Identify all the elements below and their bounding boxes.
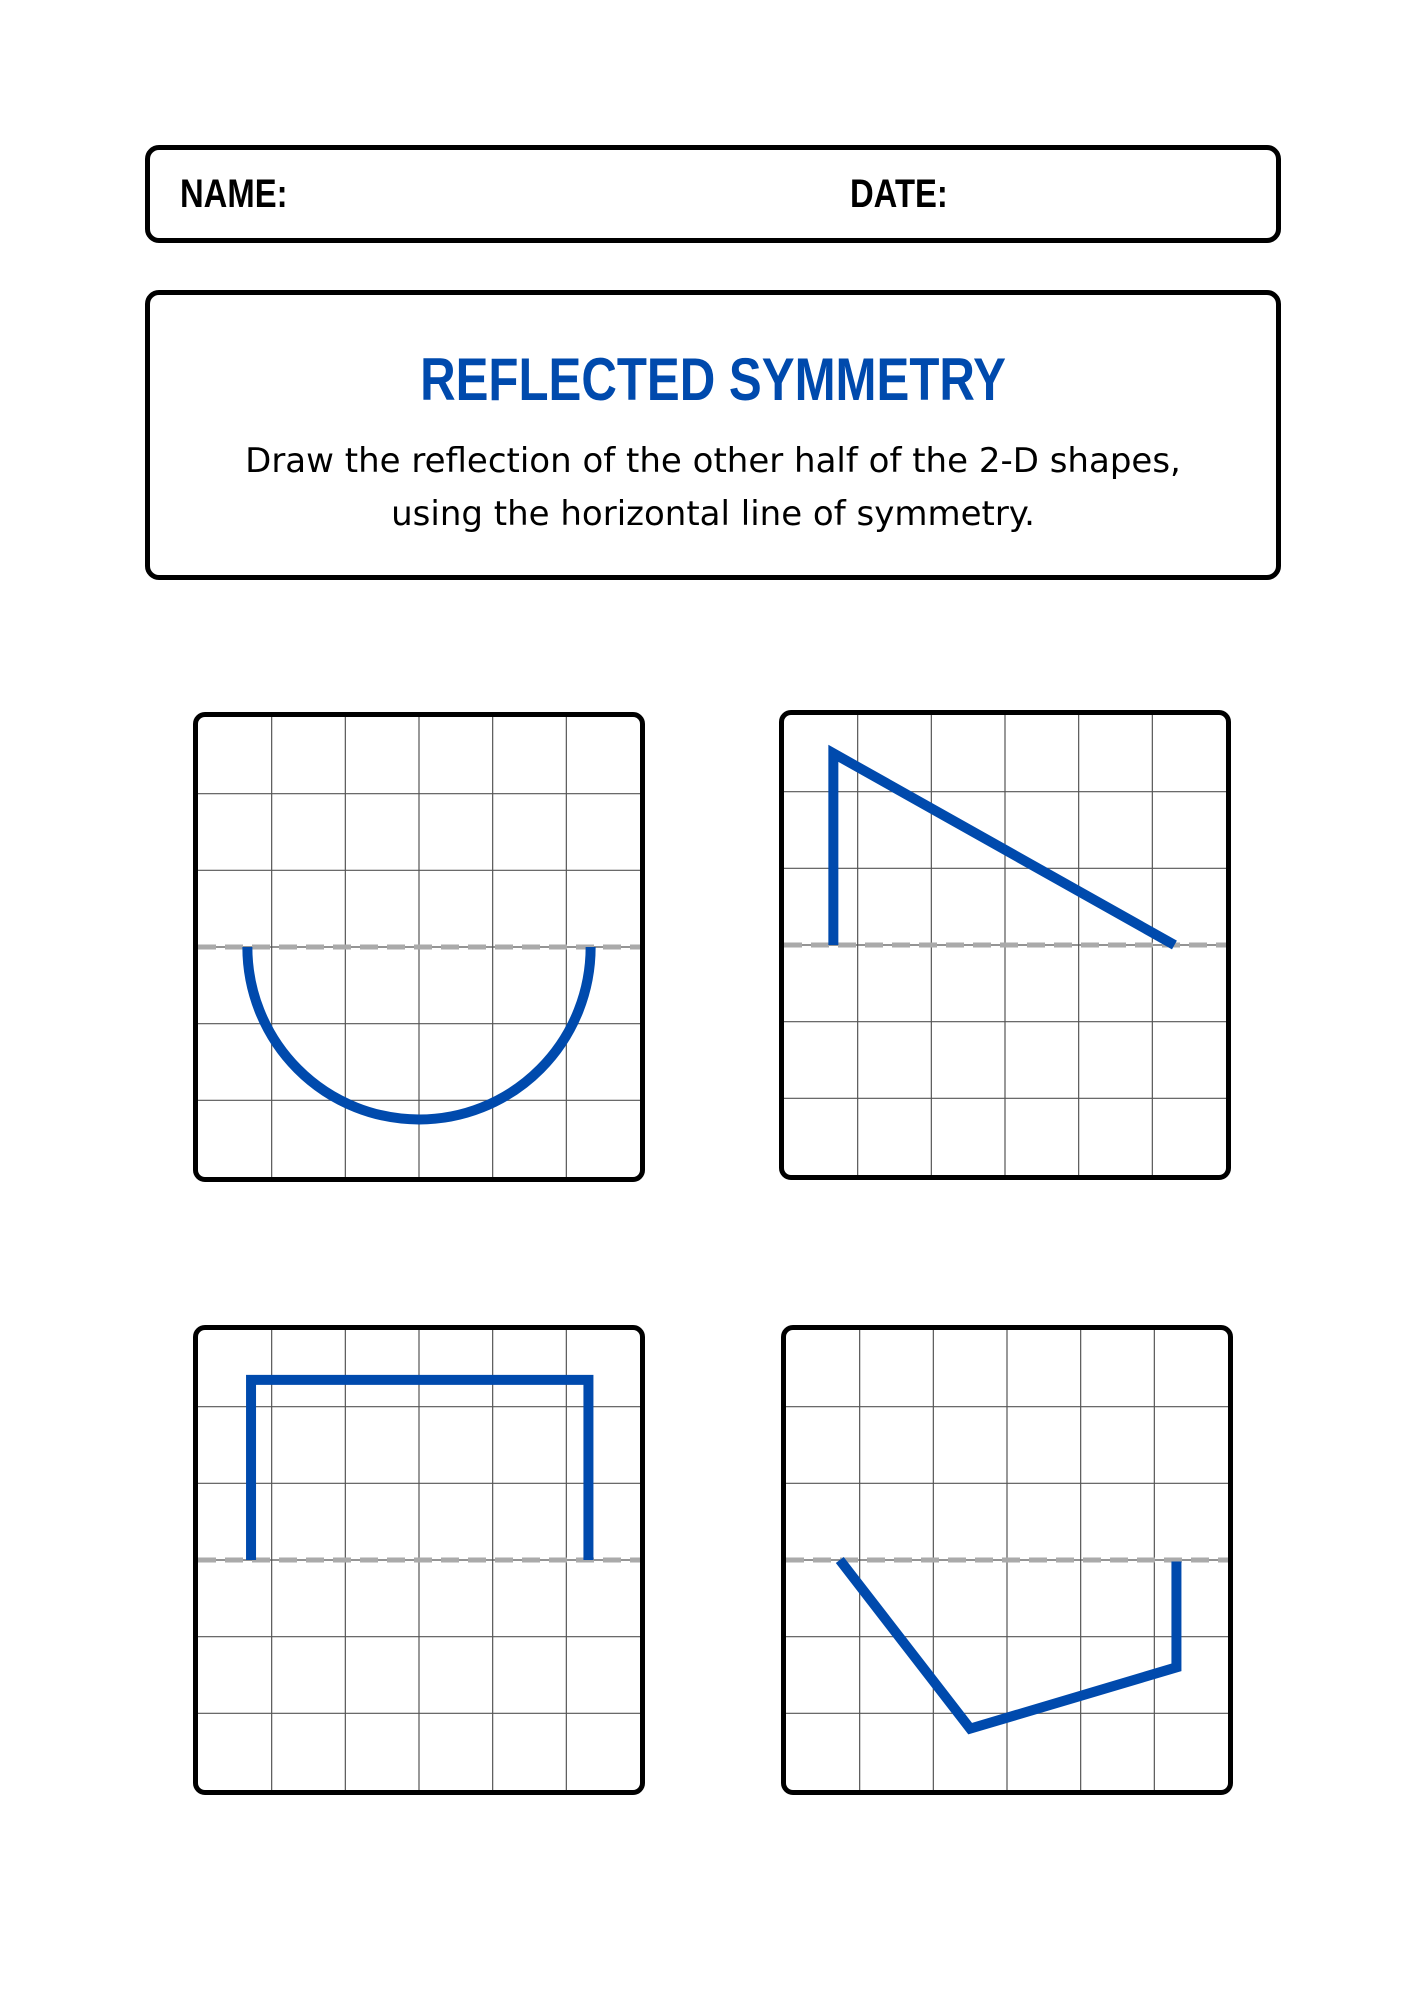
grid-triangle[interactable] [779,710,1231,1180]
grid-semicircle[interactable] [193,712,645,1182]
shape-triangle [833,753,1174,945]
name-label: NAME: [180,172,288,216]
grid-1-canvas [198,717,640,1177]
grid-polygon[interactable] [781,1325,1233,1795]
grid-lines [198,1330,640,1790]
page-title: REFLECTED SYMMETRY [420,346,1006,413]
name-date-box: NAME: DATE: [145,145,1281,243]
instructions-text: Draw the reflection of the other half of… [245,441,1181,534]
grid-4-canvas [786,1330,1228,1790]
shape-polygon [840,1560,1177,1729]
grid-3-canvas [198,1330,640,1790]
grid-rectangle[interactable] [193,1325,645,1795]
grid-2-canvas [784,715,1226,1175]
date-label: DATE: [850,172,948,216]
instructions-box: REFLECTED SYMMETRY Draw the reflection o… [145,290,1281,580]
shape-semicircle [247,947,590,1119]
shape-rectangle [251,1380,588,1560]
